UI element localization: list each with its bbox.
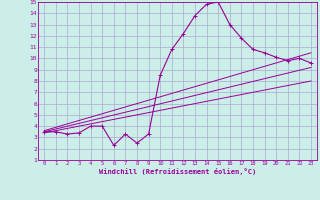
X-axis label: Windchill (Refroidissement éolien,°C): Windchill (Refroidissement éolien,°C)	[99, 168, 256, 175]
